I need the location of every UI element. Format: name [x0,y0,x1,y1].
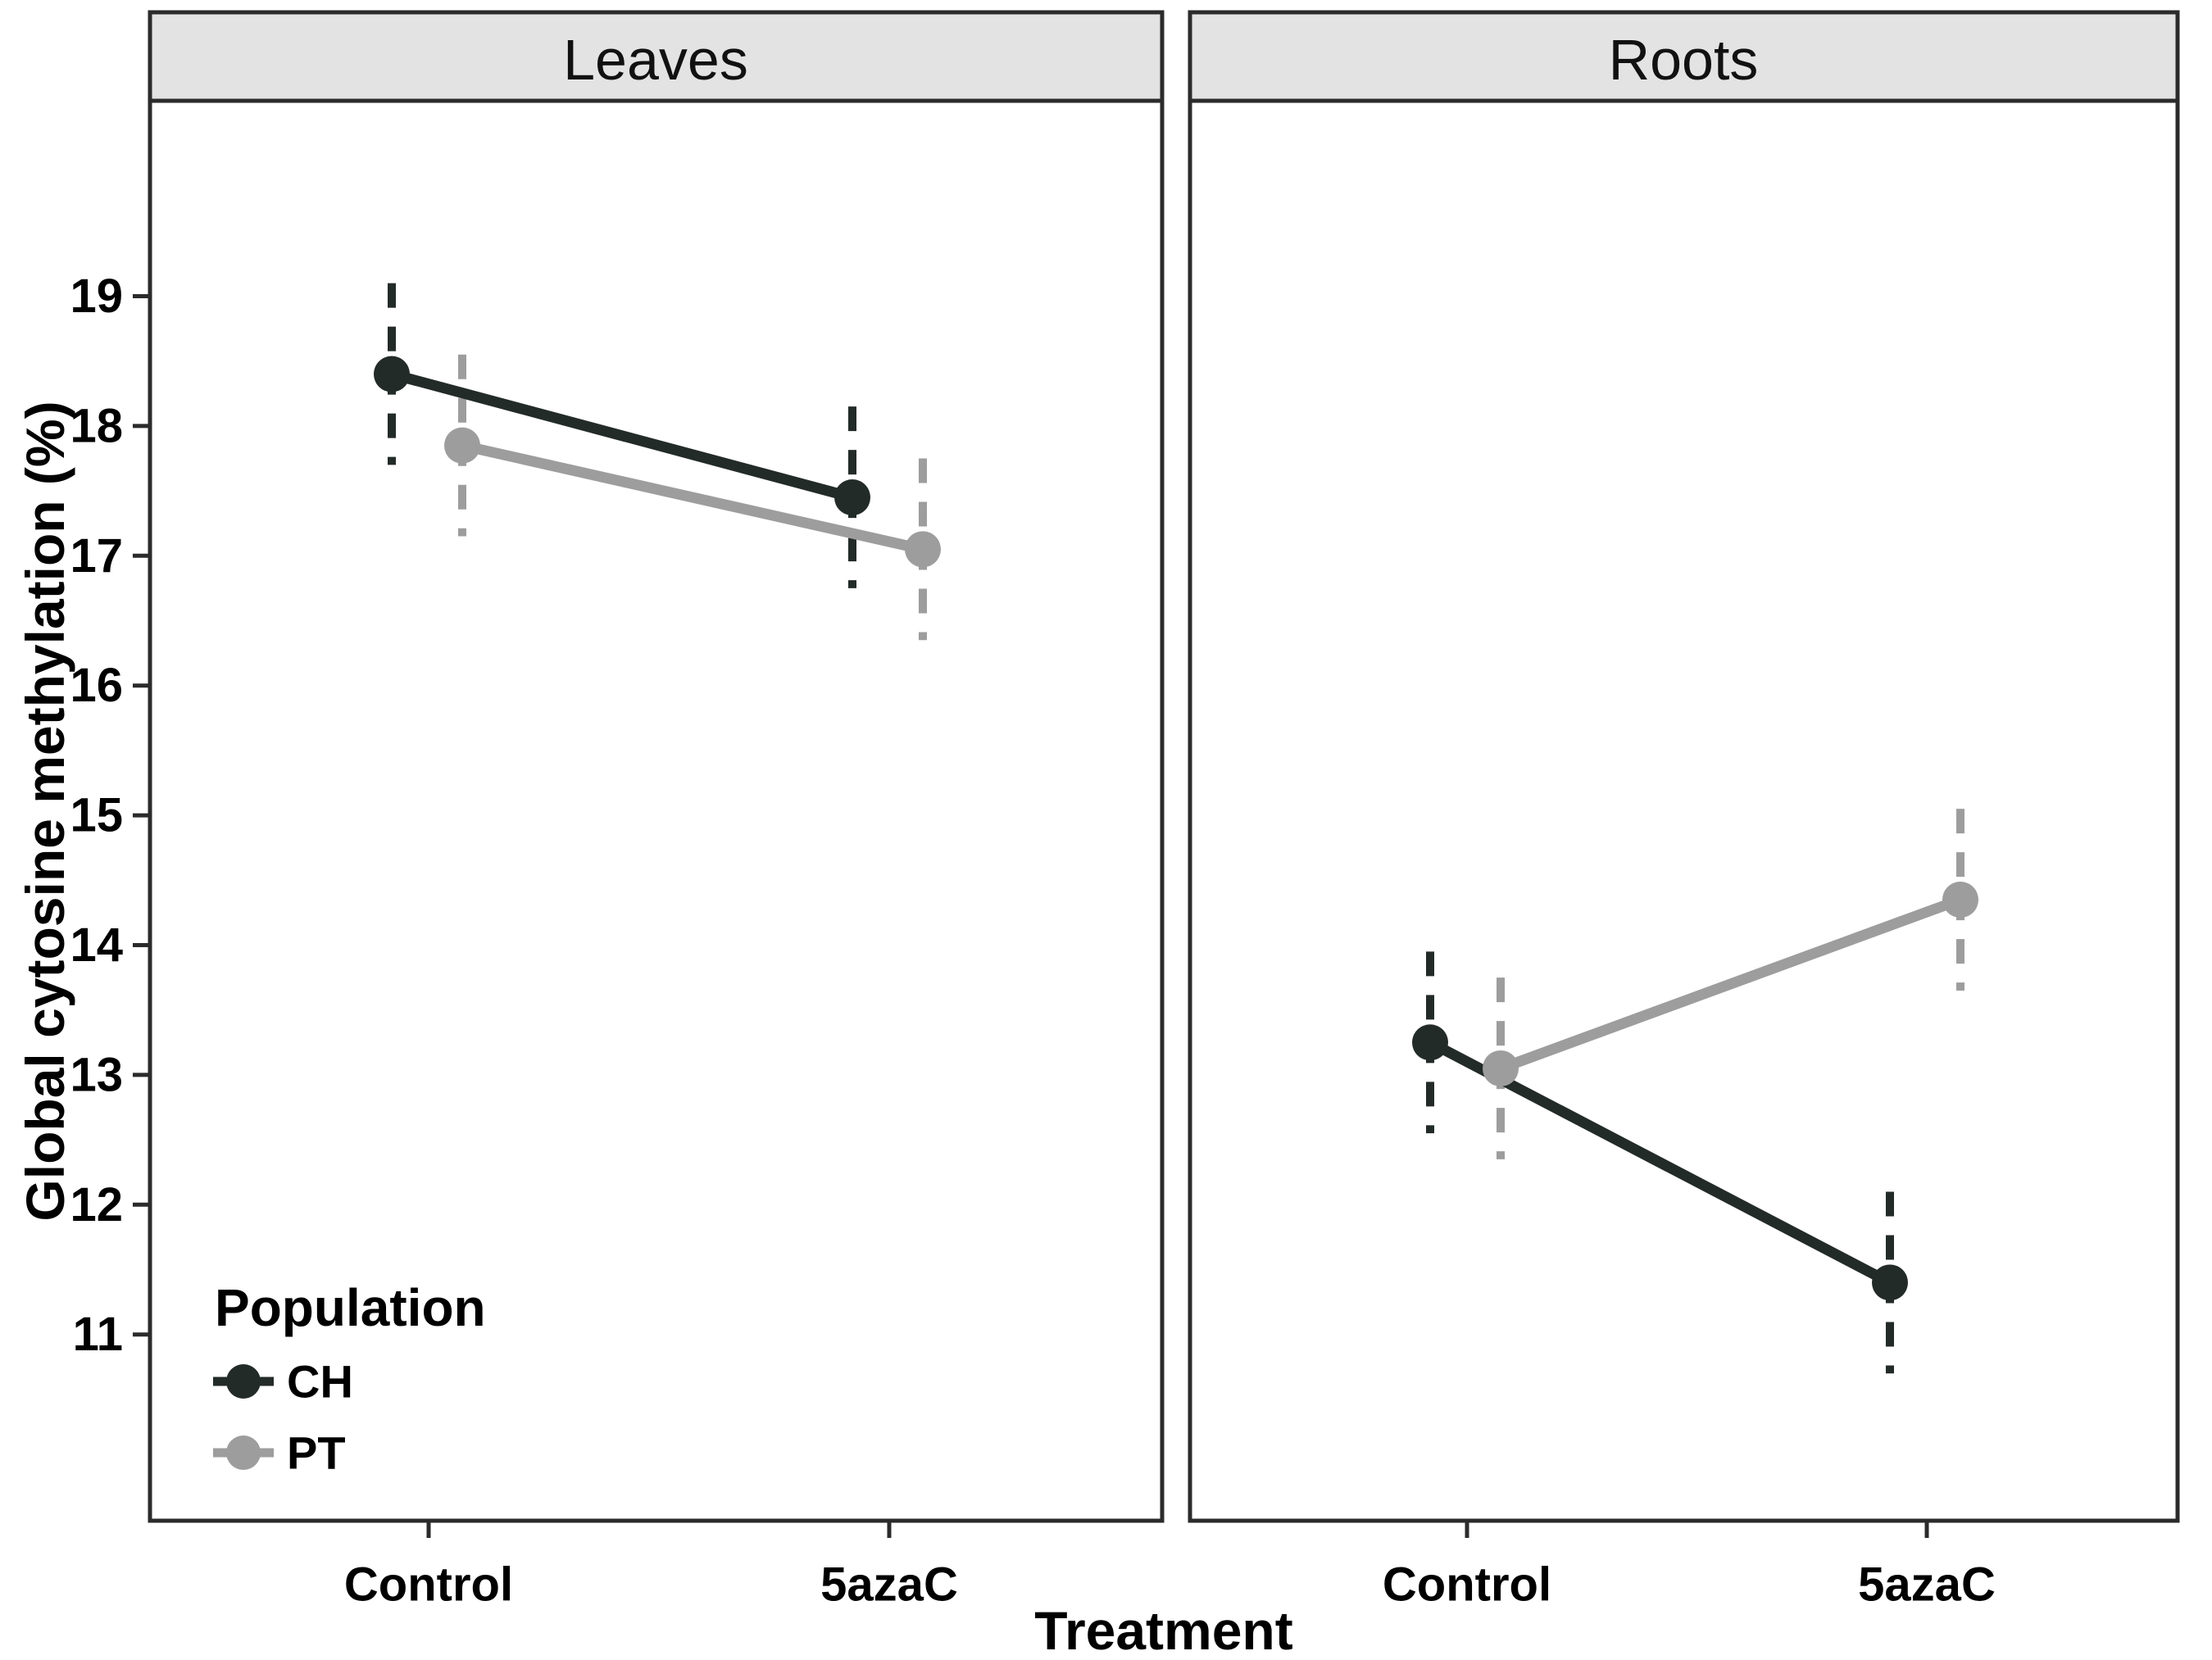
panel-leaves [148,98,1165,1523]
legend-label-pt: PT [287,1427,346,1479]
point-ch-roots-control [1412,1024,1448,1061]
legend-key-point-pt-icon [226,1435,261,1470]
point-pt-roots-5azac [1942,882,1978,918]
series-line-pt-leaves [461,440,924,555]
series-line-ch-leaves [390,369,854,503]
point-ch-roots-5azac [1872,1264,1908,1301]
strip-label-leaves: Leaves [563,28,748,92]
legend-label-ch: CH [287,1356,353,1408]
legend-key-point-ch-icon [226,1364,261,1399]
panel-roots [1188,98,2180,1523]
point-ch-leaves-5azac [834,479,870,516]
y-tick-label-19: 19 [70,270,123,323]
y-tick-label-15: 15 [70,789,123,842]
legend: Population CH PT [213,1278,486,1479]
x-tick-label-roots-5azac: 5azaC [1858,1558,1996,1612]
y-tick-label-13: 13 [70,1048,123,1101]
data-layer [374,283,1978,1374]
series-line-pt-roots [1498,894,1963,1074]
y-tick-label-18: 18 [70,399,123,452]
y-axis-title: Global cytosine methylation (%) [15,401,75,1221]
point-ch-leaves-control [374,356,410,392]
x-tick-label-leaves-control: Control [344,1558,513,1612]
x-tick-label-roots-control: Control [1383,1558,1551,1612]
y-tick-label-11: 11 [73,1308,123,1361]
point-pt-leaves-control [444,427,480,464]
x-tick-label-leaves-5azac: 5azaC [820,1558,958,1612]
strip-label-roots: Roots [1609,28,1759,92]
legend-item-ch: CH [213,1356,353,1408]
legend-item-pt: PT [213,1427,346,1479]
legend-title: Population [215,1278,486,1337]
y-tick-label-17: 17 [70,529,123,583]
panels-layer [148,10,2180,1523]
facet-strip-leaves [148,10,1165,103]
y-tick-label-12: 12 [70,1178,123,1231]
x-axis-title: Treatment [1034,1600,1292,1660]
y-tick-label-16: 16 [70,659,123,712]
axes-layer: 11 12 13 14 15 16 17 18 19 Control 5azaC Control 5az… [70,270,1995,1612]
point-pt-roots-control [1483,1050,1519,1086]
point-pt-leaves-5azac [905,531,941,568]
y-tick-label-14: 14 [70,918,123,972]
